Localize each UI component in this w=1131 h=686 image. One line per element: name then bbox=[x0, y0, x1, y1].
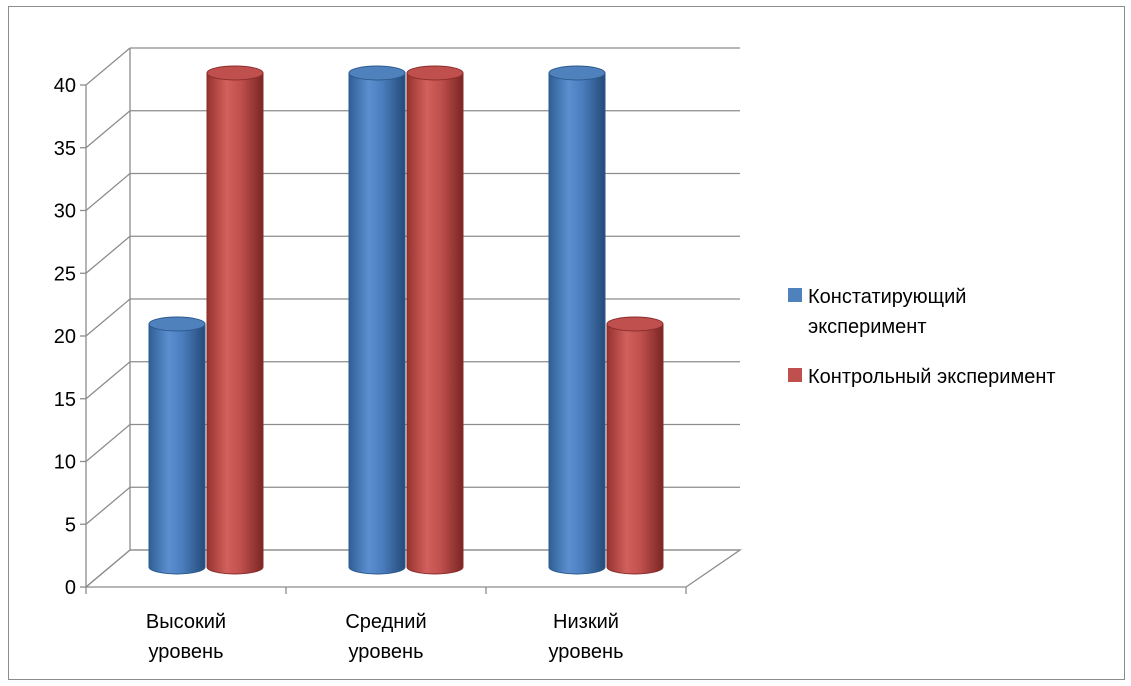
legend-label: эксперимент bbox=[808, 316, 927, 338]
bar-body bbox=[348, 72, 406, 575]
legend-label: Констатирующий bbox=[808, 286, 966, 308]
labels-layer: 0 5 10 15 20 25 30 35 40 Высокий уровень Средний уро… bbox=[54, 75, 624, 663]
gridline-side bbox=[85, 235, 131, 274]
y-tick-label: 0 bbox=[65, 577, 76, 599]
bar-1-1[interactable] bbox=[406, 65, 464, 575]
bar-top bbox=[606, 316, 664, 332]
bar-2-1[interactable] bbox=[606, 316, 664, 575]
bar-0-1[interactable] bbox=[206, 65, 264, 575]
x-category-label: Низкий bbox=[553, 611, 619, 633]
bar-body bbox=[606, 323, 664, 575]
y-tick-label: 15 bbox=[54, 389, 76, 411]
legend-swatch bbox=[788, 368, 802, 382]
bar-body bbox=[148, 323, 206, 575]
x-category-label: уровень bbox=[548, 641, 623, 663]
y-tick-label: 20 bbox=[54, 326, 76, 348]
y-tick-label: 25 bbox=[54, 263, 76, 285]
bar-2-0[interactable] bbox=[548, 65, 606, 575]
legend-label: Контрольный эксперимент bbox=[808, 366, 1056, 388]
y-tick-label: 10 bbox=[54, 452, 76, 474]
gridline-side bbox=[85, 361, 131, 400]
legend-swatch bbox=[788, 288, 802, 302]
bar-0-0[interactable] bbox=[148, 316, 206, 575]
x-category-label: уровень bbox=[148, 641, 223, 663]
bar-top bbox=[148, 316, 206, 332]
bar-top bbox=[206, 65, 264, 81]
x-category-label: уровень bbox=[348, 641, 423, 663]
bars-layer bbox=[148, 65, 664, 575]
bar-body bbox=[206, 72, 264, 575]
gridline-side bbox=[85, 110, 131, 149]
gridline-side bbox=[85, 486, 131, 525]
bar-top bbox=[348, 65, 406, 81]
gridline-side bbox=[85, 424, 131, 462]
bar-top bbox=[548, 65, 606, 81]
bar-top bbox=[406, 65, 464, 81]
legend: Констатирующий эксперимент Контрольный экс… bbox=[788, 286, 1056, 388]
y-tick-label: 5 bbox=[65, 514, 76, 536]
gridline-side bbox=[85, 298, 131, 337]
y-tick-label: 40 bbox=[54, 75, 76, 97]
y-tick-label: 30 bbox=[54, 201, 76, 223]
gridline-side bbox=[85, 47, 131, 86]
bar-1-0[interactable] bbox=[348, 65, 406, 575]
x-category-label: Высокий bbox=[146, 611, 226, 633]
bar-body bbox=[406, 72, 464, 575]
bar-body bbox=[548, 72, 606, 575]
x-category-label: Средний bbox=[345, 611, 426, 633]
y-tick-label: 35 bbox=[54, 138, 76, 160]
gridline-side bbox=[85, 173, 131, 211]
